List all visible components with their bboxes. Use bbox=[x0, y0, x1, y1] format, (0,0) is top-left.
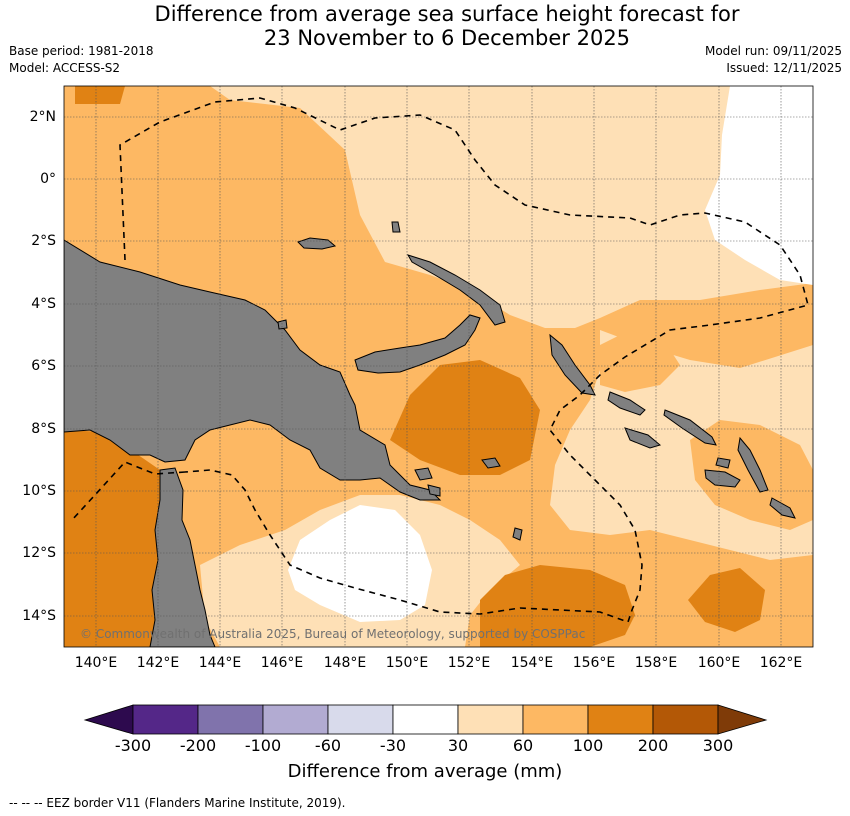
anomaly-band-neutral-ne bbox=[705, 86, 813, 285]
island-land bbox=[624, 427, 662, 449]
colorbar-extend-low bbox=[83, 704, 134, 735]
anomaly-band-60-100-patch bbox=[600, 330, 680, 392]
cape-york-land bbox=[149, 467, 216, 647]
model-run: Model run: 09/11/2025 bbox=[704, 44, 842, 58]
lon-label: 160°E bbox=[697, 655, 741, 671]
lon-label: 158°E bbox=[634, 655, 678, 671]
colorbar-segment bbox=[457, 704, 524, 735]
colorbar-segment bbox=[197, 704, 264, 735]
lat-label: 10°S bbox=[22, 483, 56, 499]
map-title: Difference from average sea surface heig… bbox=[0, 2, 850, 50]
anomaly-band-100-200-south bbox=[480, 565, 635, 647]
meta-right: Model run: 09/11/2025 Issued: 12/11/2025 bbox=[705, 43, 842, 77]
colorbar-title: Difference from average (mm) bbox=[287, 761, 563, 782]
lon-label: 156°E bbox=[572, 655, 616, 671]
map-frame bbox=[63, 85, 814, 648]
lat-label: 8°S bbox=[31, 421, 56, 437]
colorbar-tick-label: -60 bbox=[314, 736, 342, 755]
map-area: © Commonwealth of Australia 2025, Bureau… bbox=[64, 86, 813, 647]
lat-label: 2°N bbox=[29, 109, 56, 125]
bougainville-land bbox=[549, 333, 596, 396]
anomaly-band-neutral-south bbox=[288, 505, 432, 622]
lon-label: 144°E bbox=[198, 655, 242, 671]
issued-date: Issued: 12/11/2025 bbox=[726, 61, 842, 75]
lat-label: 2°S bbox=[31, 233, 56, 249]
colorbar-tick-label: 200 bbox=[637, 736, 669, 755]
island-land bbox=[607, 391, 646, 416]
lon-label: 140°E bbox=[74, 655, 118, 671]
lat-label: 0° bbox=[40, 171, 56, 187]
lat-label: 4°S bbox=[31, 296, 56, 312]
eez-borders bbox=[71, 97, 809, 624]
new-britain-land bbox=[354, 314, 481, 374]
colorbar-tick-label: -200 bbox=[179, 736, 217, 755]
colorbar-extend-high bbox=[717, 704, 768, 735]
meta-left: Base period: 1981-2018 Model: ACCESS-S2 bbox=[9, 43, 154, 77]
lon-label: 154°E bbox=[510, 655, 554, 671]
colorbar-tick-label: -300 bbox=[114, 736, 152, 755]
colorbar-segment bbox=[262, 704, 329, 735]
colorbar-tick-label: 30 bbox=[447, 736, 469, 755]
lon-label: 146°E bbox=[260, 655, 304, 671]
lon-label: 150°E bbox=[385, 655, 429, 671]
lon-label: 162°E bbox=[759, 655, 803, 671]
colorbar-tick-label: -100 bbox=[244, 736, 282, 755]
lat-label: 6°S bbox=[31, 358, 56, 374]
eez-border-line bbox=[119, 97, 809, 624]
colorbar-tick-label: 60 bbox=[512, 736, 534, 755]
lon-label: 152°E bbox=[447, 655, 491, 671]
copyright-notice: © Commonwealth of Australia 2025, Bureau… bbox=[80, 627, 585, 641]
new-ireland-land bbox=[406, 254, 506, 326]
colorbar-tick-label: 100 bbox=[572, 736, 604, 755]
colorbar-segment bbox=[587, 704, 654, 735]
island-land bbox=[277, 319, 288, 330]
base-period: Base period: 1981-2018 bbox=[9, 44, 154, 58]
colorbar-segment bbox=[392, 704, 459, 735]
title-line-1: Difference from average sea surface heig… bbox=[154, 2, 740, 26]
island-land bbox=[663, 409, 717, 446]
colorbar-segment bbox=[132, 704, 199, 735]
colorbar-segment bbox=[652, 704, 719, 735]
colorbar-segment bbox=[327, 704, 394, 735]
lon-label: 142°E bbox=[136, 655, 180, 671]
anomaly-band-30-60-north bbox=[210, 86, 813, 328]
island-land bbox=[769, 497, 796, 519]
island-land bbox=[704, 469, 741, 488]
island-land bbox=[512, 527, 523, 541]
island-land bbox=[391, 221, 401, 233]
lat-label: 12°S bbox=[22, 545, 56, 561]
anomaly-band-100-200-central bbox=[390, 360, 540, 475]
lon-label: 148°E bbox=[323, 655, 367, 671]
colorbar-segment bbox=[522, 704, 589, 735]
island-land bbox=[481, 457, 501, 469]
colorbar-tick-label: 300 bbox=[702, 736, 734, 755]
lat-label: 14°S bbox=[22, 608, 56, 624]
island-land bbox=[414, 467, 433, 481]
island-land bbox=[715, 457, 731, 469]
graticule bbox=[64, 86, 813, 647]
anomaly-band-100-200-nw bbox=[75, 86, 125, 104]
eez-legend-footer: -- -- -- EEZ border V11 (Flanders Marine… bbox=[9, 796, 346, 810]
model-name: Model: ACCESS-S2 bbox=[9, 61, 121, 75]
title-line-2: 23 November to 6 December 2025 bbox=[263, 26, 631, 50]
island-land bbox=[427, 484, 441, 497]
colorbar bbox=[83, 704, 768, 735]
colorbar-tick-label: -30 bbox=[379, 736, 407, 755]
